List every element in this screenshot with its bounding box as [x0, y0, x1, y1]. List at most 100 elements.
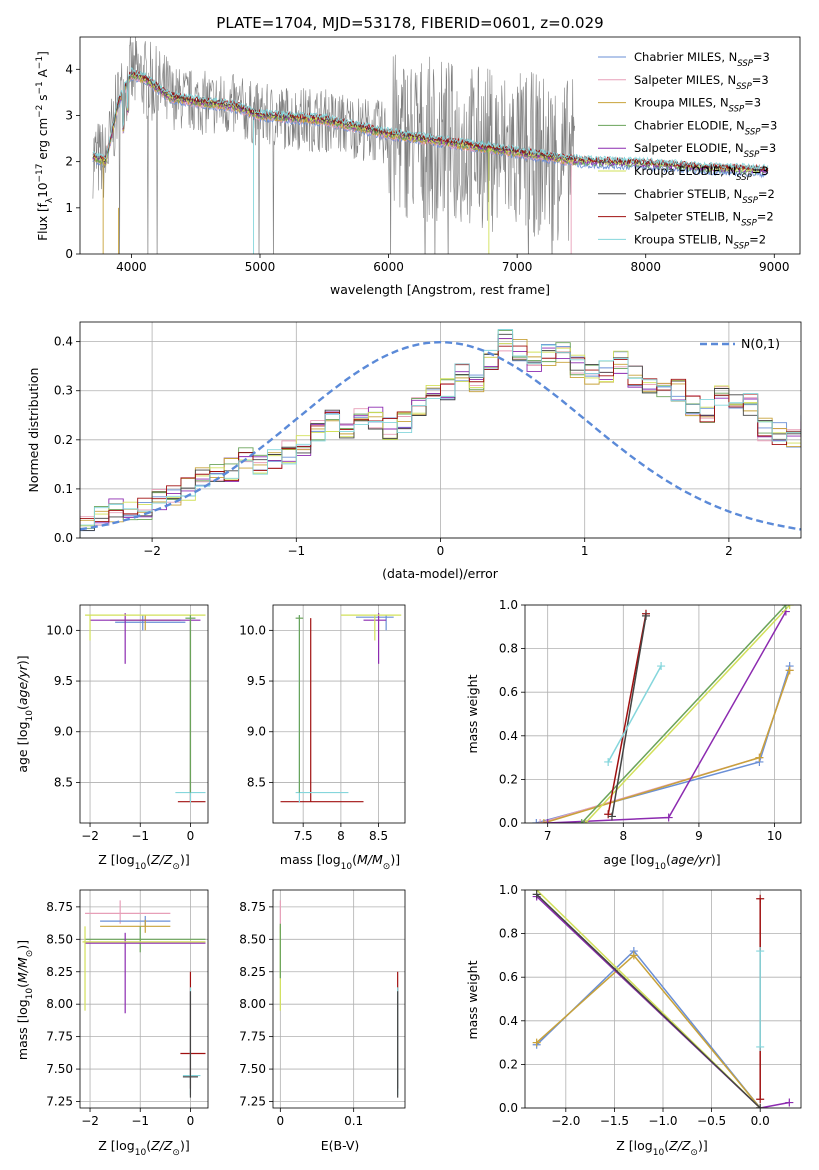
weight-line: [607, 665, 662, 763]
spectrum-legend: Chabrier MILES, NSSP=3 Salpeter MILES, NS…: [598, 50, 777, 251]
x-tick-label: −1.0: [648, 1114, 677, 1128]
weight-marker: [785, 1098, 794, 1107]
y-tick-label: 1.0: [499, 598, 518, 612]
axes-frame: [524, 889, 802, 1109]
legend-label: Kroupa ELODIE, NSSP=3: [634, 164, 769, 183]
spectrum-model-line: [92, 67, 769, 171]
age-vs-Z-ylabel: age [log10(age/yr)]: [15, 655, 35, 772]
legend-label: Chabrier MILES, NSSP=3: [634, 50, 770, 69]
x-tick-label: 6000: [373, 260, 404, 274]
weight-marker: [539, 819, 548, 823]
plot-marks: [80, 329, 801, 538]
weight-marker: [657, 662, 666, 671]
x-tick-label: 4000: [116, 260, 147, 274]
weight-marker: [756, 894, 765, 903]
weight-marker: [664, 813, 673, 822]
y-tick-label: 10.0: [239, 623, 266, 637]
y-tick-label: 0.8: [499, 927, 518, 941]
x-tick-label: 7000: [502, 260, 533, 274]
panel-mass_vs_Z: −2 −1 0 7.25 7.50 7.75 8.00 8.25 8.50 8.75: [46, 889, 209, 1128]
weight-line: [584, 605, 791, 823]
legend-label: Kroupa MILES, NSSP=3: [634, 96, 761, 115]
plot-marks: [92, 37, 769, 254]
x-tick-label: −2.0: [551, 1114, 580, 1128]
weight-marker: [581, 819, 590, 823]
legend-label: Chabrier ELODIE, NSSP=3: [634, 118, 777, 137]
y-tick-label: 0.3: [54, 384, 73, 398]
y-tick-label: 8.75: [46, 900, 73, 914]
x-tick-label: 5000: [245, 260, 276, 274]
panel-age_vs_Z: −2 −1 0 8.5 9.0 9.5 10.0: [46, 604, 209, 843]
x-tick-label: 9: [695, 829, 703, 843]
y-tick-label: 7.50: [239, 1062, 266, 1076]
panel-spectrum: 4000 5000 6000 7000 8000 9000 0 1 2 3 4: [65, 36, 801, 274]
y-tick-label: 8.50: [46, 932, 73, 946]
x-tick-label: −1: [131, 829, 149, 843]
mass-vs-Z-ylabel: mass [log10(M/M⊙)]: [15, 940, 35, 1060]
plot-marks: [279, 900, 399, 1098]
weight-marker: [532, 890, 541, 899]
normal-legend-label: N(0,1): [741, 336, 780, 351]
weight-line: [611, 615, 647, 817]
histogram-step-line: [80, 345, 801, 538]
weight-marker: [604, 757, 613, 766]
y-tick-label: 9.0: [247, 725, 266, 739]
weight-line: [607, 613, 647, 815]
y-tick-label: 8.25: [46, 965, 73, 979]
x-tick-label: 8.5: [369, 829, 388, 843]
x-tick-label: 0.1: [344, 1114, 363, 1128]
x-tick-label: −0.5: [697, 1114, 726, 1128]
panel-mass_vs_EBV: 0 0.1 7.25 7.50 7.75 8.00 8.25 8.50 8.75: [239, 889, 406, 1128]
y-tick-label: 7.75: [46, 1030, 73, 1044]
plot-area: [80, 605, 208, 823]
weight-line: [581, 605, 787, 823]
weight-vs-Z-xlabel: Z [log10(Z/Z⊙)]: [616, 1138, 707, 1158]
y-tick-label: 0.4: [499, 729, 518, 743]
weight-line: [536, 895, 790, 1108]
x-tick-label: −1: [131, 1114, 149, 1128]
weight-marker: [577, 819, 586, 823]
x-tick-label: 0.0: [751, 1114, 770, 1128]
y-tick-label: 0.2: [499, 1057, 518, 1071]
y-tick-label: 7.25: [239, 1095, 266, 1109]
weight-vs-Z-ylabel: mass weight: [465, 960, 480, 1039]
weight-marker: [785, 605, 794, 609]
x-tick-label: 0: [437, 544, 445, 558]
y-tick-label: 0.4: [54, 335, 73, 349]
mass-vs-Z-xlabel: Z [log10(Z/Z⊙)]: [98, 1138, 189, 1158]
weight-marker: [532, 819, 541, 823]
histogram-ylabel: Normed distribution: [26, 368, 41, 493]
weight-marker: [755, 753, 764, 762]
y-tick-label: 0.1: [54, 482, 73, 496]
y-tick-label: 7.25: [46, 1095, 73, 1109]
y-tick-label: 0.0: [499, 816, 518, 830]
legend-label: Chabrier STELIB, NSSP=2: [634, 187, 775, 206]
axes-frame: [272, 889, 406, 1109]
x-tick-label: 8000: [630, 260, 661, 274]
y-tick-label: 0.6: [499, 685, 518, 699]
x-tick-label: −2: [81, 1114, 99, 1128]
weight-marker: [543, 819, 552, 823]
plot-area: [273, 605, 405, 823]
weight-marker: [756, 1095, 765, 1104]
y-tick-label: 0.8: [499, 642, 518, 656]
axes-frame: [79, 604, 209, 824]
panel-mass_weight_vs_Z: −2.0 −1.5 −1.0 −0.5 0.0 0.0 0.2 0.4 0.6 0.8 1.0: [499, 883, 802, 1128]
plot-marks: [532, 890, 794, 1108]
y-tick-label: 7.75: [239, 1030, 266, 1044]
y-tick-label: 9.5: [247, 674, 266, 688]
weight-line: [536, 893, 761, 1108]
x-tick-label: −2: [143, 544, 161, 558]
y-tick-label: 0.2: [54, 433, 73, 447]
axes-frame: [272, 604, 406, 824]
y-tick-label: 3: [65, 108, 73, 122]
y-tick-label: 8.75: [239, 900, 266, 914]
weight-vs-age-xlabel: age [log10(age/yr)]: [603, 852, 720, 872]
x-tick-label: 0: [187, 1114, 195, 1128]
weight-marker: [629, 951, 638, 960]
spectrum-ylabel: Flux [fλ10−17 erg cm−2 s−1 A−1]: [35, 51, 55, 241]
age-vs-Z-xlabel: Z [log10(Z/Z⊙)]: [98, 852, 189, 872]
x-tick-label: −2: [81, 829, 99, 843]
x-tick-label: 7.5: [294, 829, 313, 843]
axes-frame: [524, 604, 802, 824]
